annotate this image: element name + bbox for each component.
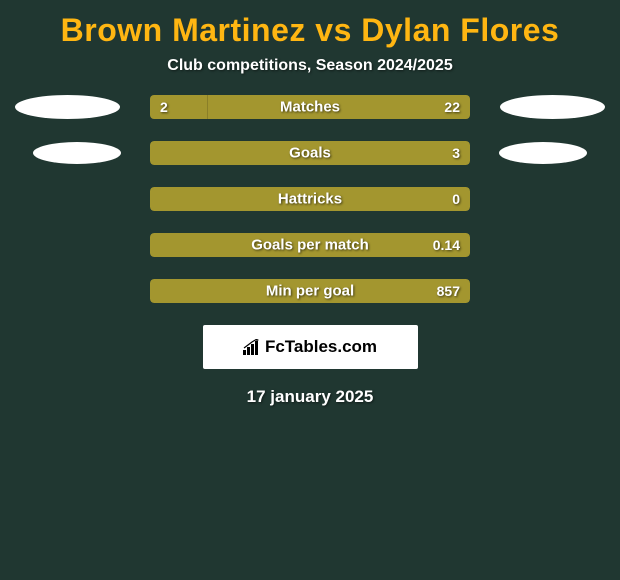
stat-left-value: 2 — [160, 99, 168, 115]
footer-date: 17 january 2025 — [0, 369, 620, 425]
left-badge-wrap — [15, 95, 135, 119]
stat-bar: Goals per match 0.14 — [150, 233, 470, 257]
stat-row-mpg: Min per goal 857 — [15, 279, 605, 303]
stat-bar: Hattricks 0 — [150, 187, 470, 211]
stat-row-gpm: Goals per match 0.14 — [15, 233, 605, 257]
stat-label: Matches — [280, 99, 340, 116]
player-right-badge — [500, 95, 605, 119]
left-badge-wrap — [15, 142, 135, 164]
stat-label: Hattricks — [278, 191, 342, 208]
stat-row-matches: 2 Matches 22 — [15, 95, 605, 119]
stat-right-value: 22 — [444, 99, 460, 115]
stat-row-hattricks: Hattricks 0 — [15, 187, 605, 211]
stats-chart: 2 Matches 22 Goals 3 — [0, 95, 620, 303]
page-title: Brown Martinez vs Dylan Flores — [0, 0, 620, 53]
logo-content: FcTables.com — [243, 337, 377, 357]
stat-right-value: 0.14 — [433, 237, 460, 253]
stat-label: Min per goal — [266, 283, 354, 300]
right-badge-wrap — [485, 142, 605, 164]
logo-text: FcTables.com — [265, 337, 377, 357]
stat-label: Goals per match — [251, 237, 369, 254]
bar-left-segment — [150, 95, 208, 119]
player-right-badge — [499, 142, 587, 164]
bar-chart-icon — [243, 339, 261, 355]
logo-box[interactable]: FcTables.com — [203, 325, 418, 369]
stat-bar: Min per goal 857 — [150, 279, 470, 303]
stat-right-value: 3 — [452, 145, 460, 161]
player-left-badge — [15, 95, 120, 119]
player-left-badge — [33, 142, 121, 164]
right-badge-wrap — [485, 95, 605, 119]
page-subtitle: Club competitions, Season 2024/2025 — [0, 53, 620, 95]
stat-bar: 2 Matches 22 — [150, 95, 470, 119]
stat-right-value: 857 — [437, 283, 460, 299]
stat-bar: Goals 3 — [150, 141, 470, 165]
stat-right-value: 0 — [452, 191, 460, 207]
stat-label: Goals — [289, 145, 331, 162]
stat-row-goals: Goals 3 — [15, 141, 605, 165]
comparison-widget: Brown Martinez vs Dylan Flores Club comp… — [0, 0, 620, 425]
